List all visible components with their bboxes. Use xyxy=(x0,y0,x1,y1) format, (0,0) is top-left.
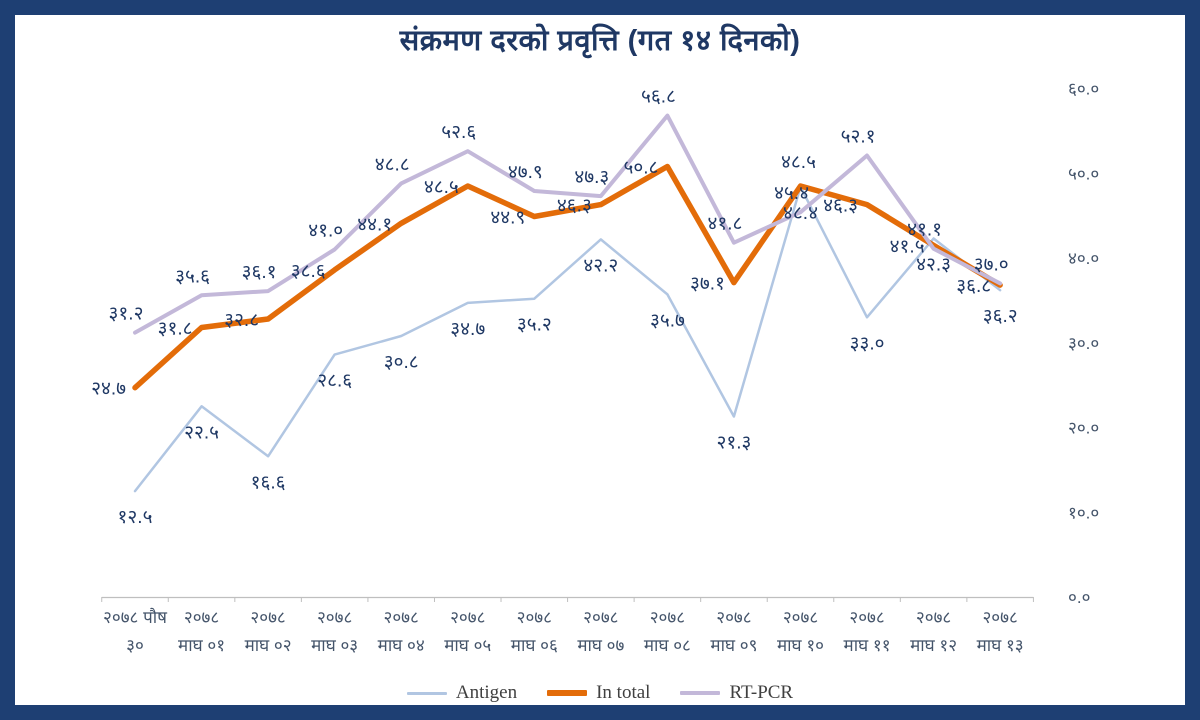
data-label-antigen: ३६.२ xyxy=(983,306,1018,327)
data-label-in-total: ३२.८ xyxy=(224,310,259,331)
y-axis-label: ४०.० xyxy=(1068,249,1099,268)
x-axis-label-line1: २०७८ xyxy=(384,608,419,627)
x-axis-label-line2: माघ ०७ xyxy=(577,636,624,655)
x-axis-label-line1: २०७८ xyxy=(317,608,352,627)
in-total-line xyxy=(132,163,1003,391)
data-label-antigen: ३५.२ xyxy=(517,315,552,336)
legend-label: RT-PCR xyxy=(729,682,794,703)
data-label-rt-pcr: ४७.३ xyxy=(574,167,609,188)
data-label-in-total: ३६.८ xyxy=(956,276,991,297)
data-label-in-total: ४८.५ xyxy=(781,152,816,173)
data-label-rt-pcr: ४७.९ xyxy=(508,162,543,183)
x-axis-label-line1: २०७८ xyxy=(849,608,884,627)
data-label-rt-pcr: ५२.६ xyxy=(441,122,476,143)
data-label-in-total: ४१.५ xyxy=(890,236,925,257)
x-axis-label-line1: २०७८ xyxy=(783,608,818,627)
x-axis-label-line2: माघ ०३ xyxy=(311,636,358,655)
data-label-antigen: २८.६ xyxy=(317,371,352,392)
data-label-in-total: २४.७ xyxy=(91,379,126,400)
antigen-line xyxy=(133,185,1002,493)
data-label-rt-pcr: ३६.१ xyxy=(242,262,277,283)
data-label-in-total: ५०.८ xyxy=(623,157,658,178)
data-label-rt-pcr: ३७.० xyxy=(974,254,1009,275)
data-label-antigen: ३३.० xyxy=(850,333,885,354)
data-label-in-total: ४४.९ xyxy=(490,207,525,228)
data-label-rt-pcr: ४८.८ xyxy=(375,154,410,175)
x-axis-label-line2: माघ ०४ xyxy=(378,636,425,655)
data-label-rt-pcr: ३५.६ xyxy=(175,266,210,287)
y-axis-label: ३०.० xyxy=(1068,334,1099,353)
data-label-rt-pcr: ४१.१ xyxy=(907,220,942,241)
y-axis-label: ५०.० xyxy=(1068,164,1099,183)
data-label-rt-pcr: ३१.२ xyxy=(109,304,144,325)
data-label-rt-pcr: ५२.१ xyxy=(841,126,876,147)
legend-item-in-total: In total xyxy=(547,682,650,704)
data-label-antigen: १६.६ xyxy=(251,472,286,493)
page-title: संक्रमण दरको प्रवृत्ति (गत १४ दिनको) xyxy=(399,25,801,57)
legend-label: Antigen xyxy=(455,682,518,703)
legend-label: In total xyxy=(596,682,651,703)
data-label-antigen: ३४.७ xyxy=(450,319,485,340)
y-axis-label: १०.० xyxy=(1068,503,1099,522)
legend-item-antigen: Antigen xyxy=(406,682,518,704)
x-axis-label-line2: माघ १२ xyxy=(910,636,957,655)
data-label-antigen: ४२.२ xyxy=(583,255,618,276)
data-label-antigen: २२.५ xyxy=(184,422,219,443)
data-label-rt-pcr: ५६.८ xyxy=(641,87,676,108)
x-axis-label-line1: २०७८ xyxy=(583,608,618,627)
x-axis-label-line2: माघ १३ xyxy=(977,636,1024,655)
data-label-in-total: ४४.१ xyxy=(357,214,392,235)
x-axis-label-line2: माघ ०२ xyxy=(245,636,292,655)
x-axis-label-line2: माघ ०५ xyxy=(444,636,491,655)
x-axis-label-line1: २०७८ xyxy=(184,608,219,627)
y-axis-label: ६०.० xyxy=(1068,80,1099,99)
x-axis-label-line1: २०७८ xyxy=(250,608,285,627)
data-label-antigen: ३०.८ xyxy=(384,352,419,373)
data-label-antigen: १२.५ xyxy=(118,507,153,528)
x-axis-label-line2: ३० xyxy=(126,636,144,655)
x-axis-label-line1: २०७८ पौष xyxy=(103,607,168,627)
legend-line-swatch xyxy=(547,690,588,696)
data-label-rt-pcr: ४५.४ xyxy=(774,183,809,204)
data-label-rt-pcr: ४१.० xyxy=(308,221,343,242)
data-label-rt-pcr: ४१.८ xyxy=(707,214,742,235)
x-axis-label-line2: माघ ०६ xyxy=(511,636,558,655)
x-axis-label-line1: २०७८ xyxy=(916,608,951,627)
x-axis-label-line2: माघ ०९ xyxy=(710,636,757,655)
x-axis-label-line1: २०७८ xyxy=(650,608,685,627)
chart-panel xyxy=(15,15,1185,705)
data-label-antigen: ४८.४ xyxy=(783,203,818,224)
data-label-antigen: ३५.७ xyxy=(650,310,685,331)
y-axis-label: ०.० xyxy=(1068,588,1090,607)
x-axis-label-line2: माघ ०८ xyxy=(644,636,691,655)
x-axis-label-line2: माघ ११ xyxy=(844,636,891,655)
x-axis-label-line2: माघ १० xyxy=(777,636,824,655)
y-axis-label: २०.० xyxy=(1068,419,1099,438)
x-axis-label-line1: २०७८ xyxy=(716,608,751,627)
rt-pcr-line xyxy=(133,113,1003,335)
legend-line-swatch xyxy=(680,691,721,695)
x-axis-label-line1: २०७८ xyxy=(450,608,485,627)
data-label-in-total: ४८.५ xyxy=(424,177,459,198)
x-axis-label-line1: २०७८ xyxy=(982,608,1017,627)
x-axis-label-line2: माघ ०१ xyxy=(178,636,225,655)
chart-legend: Antigen In total RT-PCR xyxy=(0,682,1200,704)
data-label-in-total: ४६.३ xyxy=(823,196,858,217)
legend-item-rt-pcr: RT-PCR xyxy=(680,682,793,704)
data-label-in-total: ३७.१ xyxy=(690,274,725,295)
data-label-in-total: ३८.६ xyxy=(291,261,326,282)
data-label-in-total: ४६.३ xyxy=(557,196,592,217)
data-label-in-total: ३१.८ xyxy=(158,318,193,339)
x-axis-label-line1: २०७८ xyxy=(517,608,552,627)
legend-line-swatch xyxy=(406,691,447,695)
data-label-antigen: २१.३ xyxy=(716,432,751,453)
data-label-antigen: ४२.३ xyxy=(916,255,951,276)
